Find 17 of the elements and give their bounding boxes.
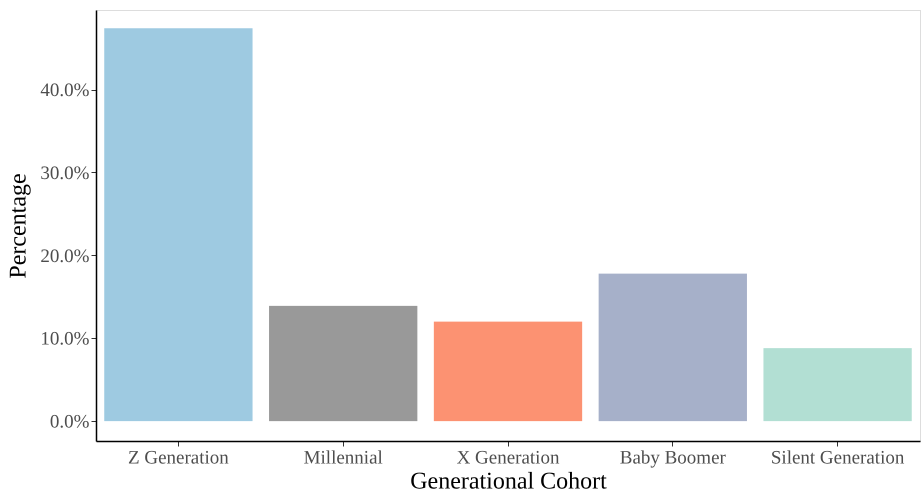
bar [598, 274, 747, 422]
x-tick-label: Silent Generation [770, 448, 905, 468]
bar [434, 322, 582, 422]
x-tick-label: Z Generation [128, 448, 230, 468]
y-tick-label: 20.0% [40, 246, 90, 267]
x-axis-title: Generational Cohort [410, 468, 608, 494]
bar [763, 348, 912, 422]
y-tick-label: 40.0% [40, 80, 90, 102]
x-tick-label: Millennial [304, 448, 383, 468]
x-tick-label: X Generation [456, 448, 560, 468]
x-tick-label: Baby Boomer [620, 448, 726, 468]
y-tick-label: 10.0% [40, 328, 90, 350]
y-tick-label: 0.0% [50, 412, 90, 433]
bar [269, 306, 418, 422]
y-axis-title: Percentage [5, 173, 32, 279]
bar [104, 28, 253, 422]
y-tick-label: 30.0% [40, 162, 90, 184]
